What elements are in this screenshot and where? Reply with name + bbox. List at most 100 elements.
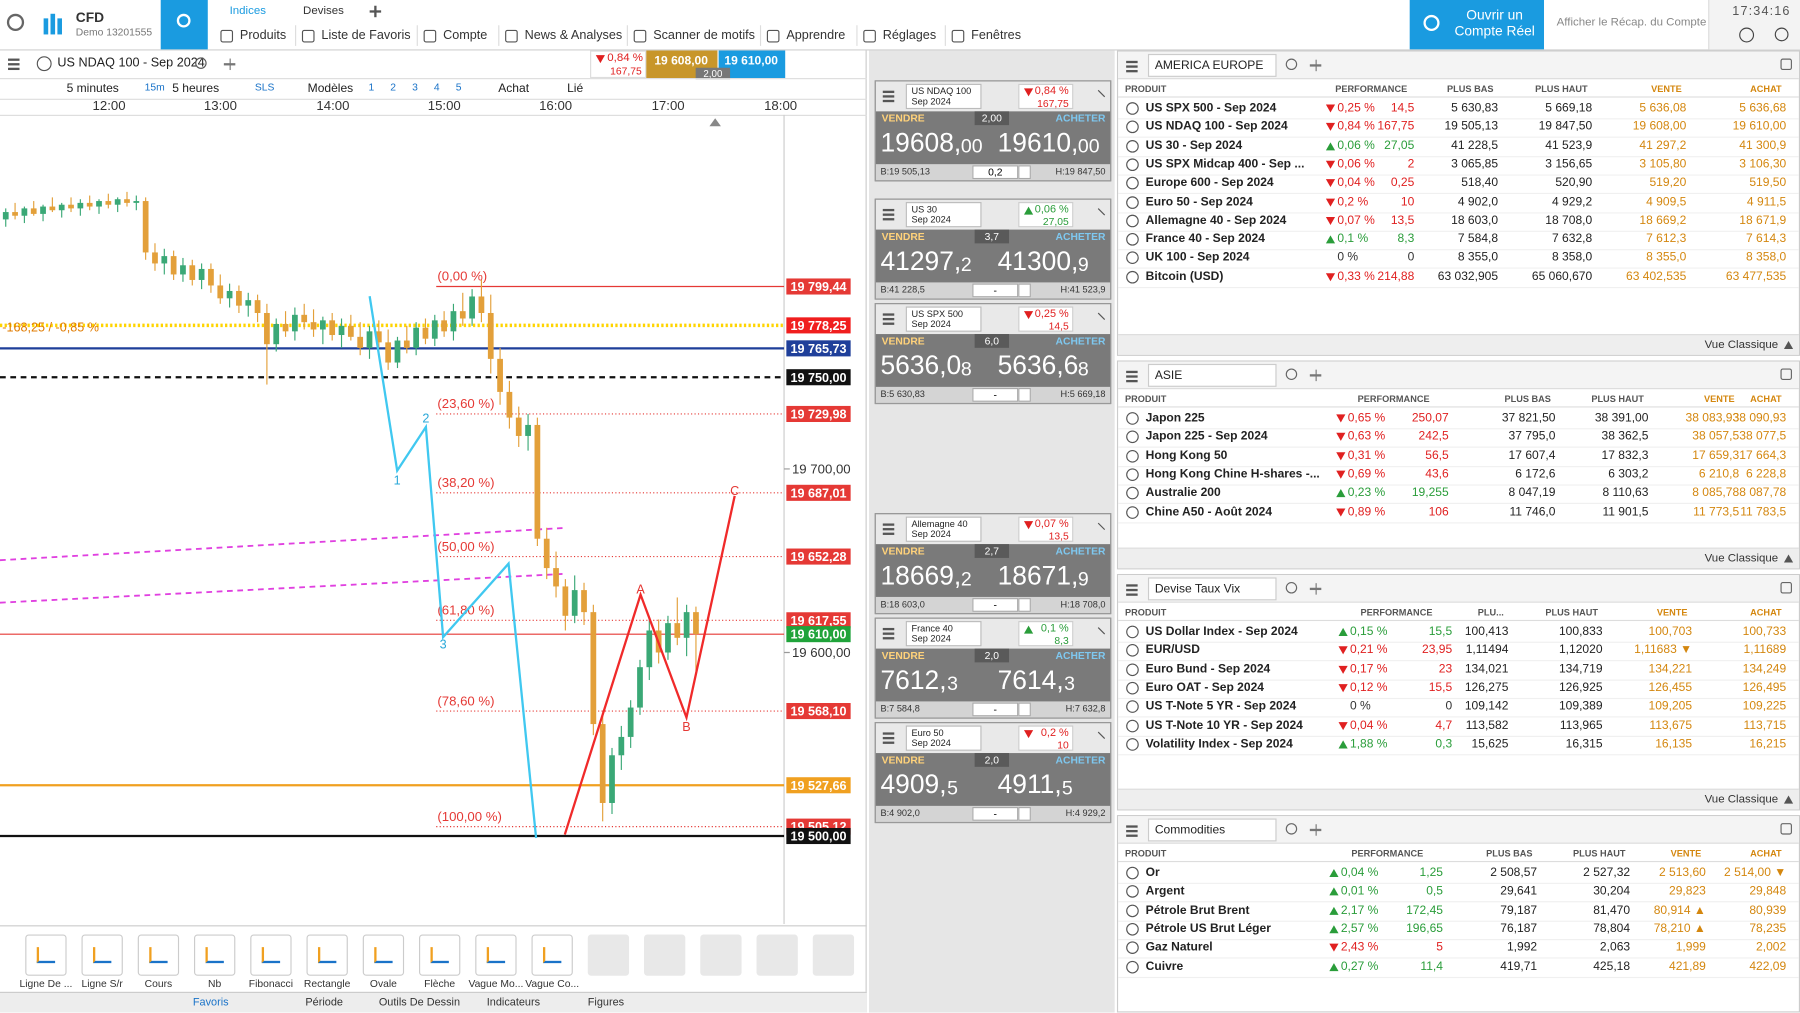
row-name[interactable]: Allemagne 40 - Sep 2024 [1145,213,1287,228]
row-value[interactable]: 1,11683 ▼ [1634,643,1693,657]
tile-buy-button[interactable]: 7614, 3 [998,665,1110,699]
row-value[interactable]: 29,848 [1749,884,1787,899]
watchlist-close[interactable] [1780,58,1792,71]
row-name[interactable]: US NDAQ 100 - Sep 2024 [1145,119,1288,134]
tool-button[interactable] [194,934,236,976]
column-header[interactable]: PLUS HAUT [1591,393,1644,405]
column-header[interactable]: PLUS BAS [1504,393,1551,405]
row-value[interactable]: 1,11689 [1743,643,1787,657]
column-header[interactable]: PLUS HAUT [1535,83,1588,95]
column-header[interactable]: PLUS BAS [1447,83,1494,95]
row-value[interactable]: 113,715 [1743,718,1787,732]
bottom-tab[interactable]: Favoris [192,996,229,1010]
row-value[interactable]: 8 358,0 [1745,250,1787,265]
row-name[interactable]: Euro Bund - Sep 2024 [1145,661,1271,676]
tool-button[interactable] [362,934,405,976]
row-value[interactable]: 126,455 [1648,680,1693,695]
row-value[interactable]: 16,215 [1749,736,1787,751]
row-name[interactable]: Volatility Index - Sep 2024 [1145,736,1293,751]
row-info-icon[interactable] [1126,120,1139,134]
tile-qty-dropdown[interactable] [1018,165,1031,180]
row-value[interactable]: 11 783,5 [1740,504,1787,519]
row-value[interactable]: 5 636,68 [1739,101,1787,115]
row-value[interactable]: 38 057,5 [1692,429,1740,444]
row-info-icon[interactable] [1126,505,1139,519]
bottom-tab[interactable]: Outils De Dessin [378,996,461,1010]
tile-sell-button[interactable]: 41297, 2 [880,246,993,280]
row-value[interactable]: 8 355,0 [1646,250,1687,265]
tool-button[interactable] [25,934,67,976]
tile-name-box[interactable]: Euro 50 Sep 2024 [905,725,982,751]
bottom-tab[interactable]: Figures [587,996,625,1010]
tile-qty[interactable]: 0,2 [972,165,1019,180]
row-value[interactable]: 78,235 [1749,921,1787,936]
toolbar-item[interactable]: 4 [433,81,440,93]
row-info-icon[interactable] [1126,904,1139,917]
menu-item[interactable]: Apprendre [786,28,846,43]
row-info-icon[interactable] [1126,700,1139,714]
row-info-icon[interactable] [1126,663,1139,676]
row-name[interactable]: Hong Kong Chine H-shares -... [1145,467,1320,481]
row-info-icon[interactable] [1126,412,1139,425]
row-info-icon[interactable] [1126,449,1139,463]
row-value[interactable]: 134,249 [1742,661,1787,676]
watchlist-search[interactable] [1285,823,1298,835]
row-info-icon[interactable] [1126,468,1139,481]
tile-name-box[interactable]: France 40 Sep 2024 [905,621,982,647]
user-icon[interactable] [6,13,25,31]
row-value[interactable]: 4 909,5 [1646,194,1687,209]
watchlist-title-box[interactable]: ASIE [1147,363,1277,387]
row-info-icon[interactable] [1126,625,1139,639]
toolbar-item[interactable]: Modèles [307,81,354,96]
tile-qty[interactable]: - [972,807,1019,821]
row-name[interactable]: Argent [1145,884,1185,899]
row-name[interactable]: Pétrole Brut Brent [1145,902,1250,917]
row-value[interactable]: 100,733 [1742,624,1787,639]
row-value[interactable]: 109,225 [1742,699,1787,714]
row-name[interactable]: Pétrole US Brut Léger [1145,921,1271,936]
row-info-icon[interactable] [1126,270,1139,284]
tile-buy-button[interactable]: 4911, 5 [998,769,1110,803]
column-header[interactable]: PLUS HAUT [1545,607,1598,618]
row-value[interactable]: 2,002 [1756,940,1787,955]
toolbar-item[interactable]: 1 [368,81,375,93]
tile-sell-button[interactable]: 4909, 5 [880,769,993,803]
watchlist-title-box[interactable]: Devise Taux Vix [1147,577,1277,601]
watchlist-search[interactable] [1285,582,1298,594]
column-header[interactable]: ACHAT [1750,607,1782,618]
row-name[interactable]: Euro OAT - Sep 2024 [1145,680,1265,695]
menu-item[interactable]: Scanner de motifs [653,28,755,43]
row-value[interactable]: 18 671,9 [1739,213,1787,228]
row-value[interactable]: 7 614,3 [1745,231,1787,246]
row-value[interactable]: 126,495 [1742,680,1787,695]
tile-buy-button[interactable]: 41300, 9 [998,246,1110,280]
tile-qty-dropdown[interactable] [1018,283,1031,298]
row-info-icon[interactable] [1126,195,1139,209]
row-value[interactable]: 8 085,78 [1692,485,1740,500]
tile-sell-button[interactable]: 7612, 3 [880,665,993,699]
row-value[interactable]: 519,50 [1749,175,1787,190]
tab[interactable]: Devises [303,4,344,18]
row-value[interactable]: 7 612,3 [1646,231,1687,246]
tile-name-box[interactable]: US 30 Sep 2024 [905,202,982,228]
watchlist-title-box[interactable]: AMERICA EUROPE [1147,53,1277,77]
row-value[interactable]: 41 297,2 [1639,138,1687,153]
tile-close[interactable] [1092,522,1106,536]
row-value[interactable]: 29,823 [1668,884,1706,899]
column-header[interactable]: ACHAT [1750,848,1782,859]
row-name[interactable]: US SPX Midcap 400 - Sep ... [1145,157,1305,171]
row-info-icon[interactable] [1126,158,1139,171]
row-value[interactable]: 80,939 [1749,902,1787,917]
row-info-icon[interactable] [1126,177,1139,190]
price-chart[interactable]: (0,00 %)(23,60 %)(38,20 %)(50,00 %)(61,8… [0,114,867,925]
row-value[interactable]: 16,135 [1655,736,1693,751]
row-value[interactable]: 421,89 [1668,959,1706,973]
row-value[interactable]: 2 513,60 [1658,865,1706,880]
menu-item[interactable]: News & Analyses [524,28,623,43]
watchlist-close[interactable] [1780,823,1792,835]
row-info-icon[interactable] [1126,233,1139,246]
row-name[interactable]: US T-Note 5 YR - Sep 2024 [1145,699,1297,714]
row-info-icon[interactable] [1126,214,1139,228]
tool-button[interactable] [531,934,573,976]
tool-button[interactable] [475,934,517,976]
